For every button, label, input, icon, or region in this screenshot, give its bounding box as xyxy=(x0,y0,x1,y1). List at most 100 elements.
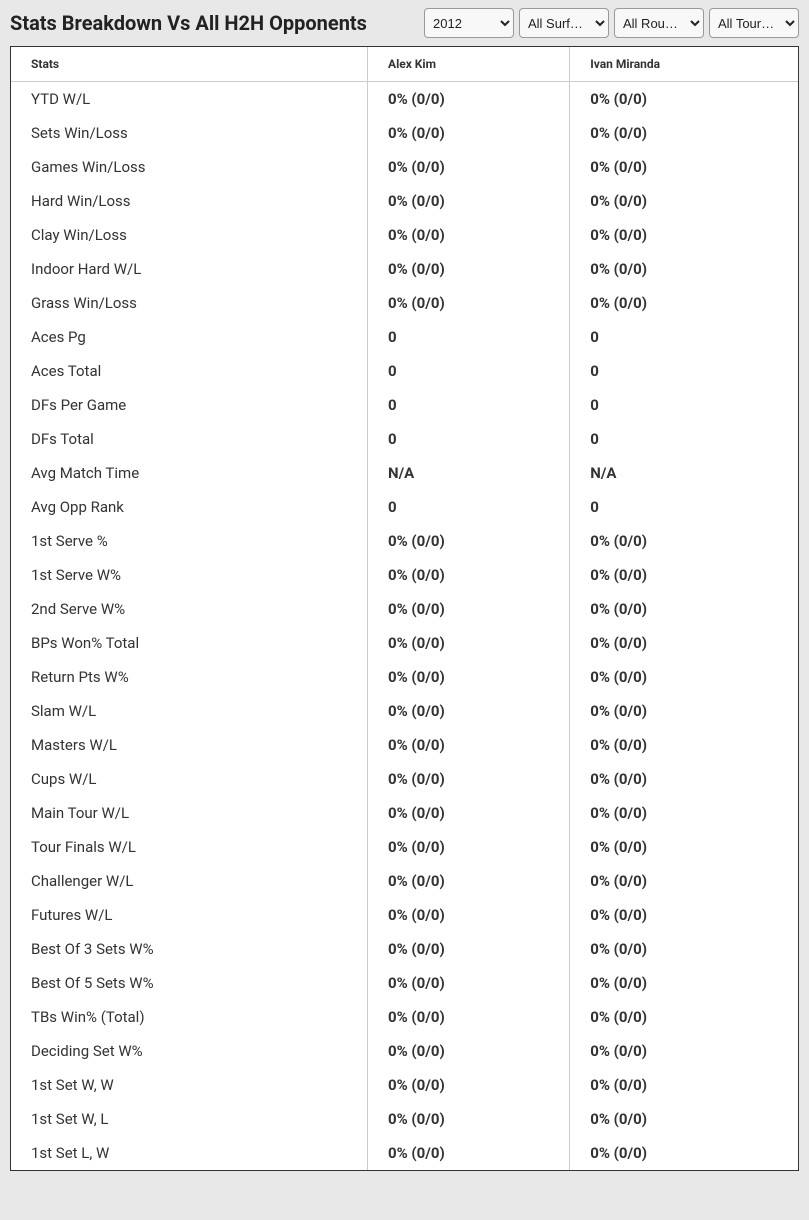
player2-value: 0% (0/0) xyxy=(570,184,798,218)
table-row: DFs Per Game00 xyxy=(11,388,798,422)
stat-label: TBs Win% (Total) xyxy=(11,1000,368,1034)
filters-group: 2012 All Surf… All Rou… All Tour… xyxy=(424,8,799,38)
player2-value: 0% (0/0) xyxy=(570,1068,798,1102)
stat-label: 1st Serve % xyxy=(11,524,368,558)
player1-value: 0 xyxy=(368,490,570,524)
stat-label: Avg Opp Rank xyxy=(11,490,368,524)
player1-value: 0% (0/0) xyxy=(368,150,570,184)
player1-value: 0% (0/0) xyxy=(368,82,570,116)
table-row: 2nd Serve W%0% (0/0)0% (0/0) xyxy=(11,592,798,626)
player1-value: 0% (0/0) xyxy=(368,864,570,898)
player2-value: 0 xyxy=(570,320,798,354)
stat-label: Grass Win/Loss xyxy=(11,286,368,320)
table-row: Aces Total00 xyxy=(11,354,798,388)
stat-label: Futures W/L xyxy=(11,898,368,932)
player2-value: 0% (0/0) xyxy=(570,1102,798,1136)
stat-label: Challenger W/L xyxy=(11,864,368,898)
table-row: Main Tour W/L0% (0/0)0% (0/0) xyxy=(11,796,798,830)
stat-label: Masters W/L xyxy=(11,728,368,762)
player1-value: 0% (0/0) xyxy=(368,286,570,320)
table-row: Masters W/L0% (0/0)0% (0/0) xyxy=(11,728,798,762)
player2-value: 0% (0/0) xyxy=(570,796,798,830)
player2-value: 0% (0/0) xyxy=(570,1034,798,1068)
player1-value: 0 xyxy=(368,388,570,422)
table-row: Avg Match TimeN/AN/A xyxy=(11,456,798,490)
round-select[interactable]: All Rou… xyxy=(614,8,704,38)
table-row: Best Of 5 Sets W%0% (0/0)0% (0/0) xyxy=(11,966,798,1000)
player2-value: 0% (0/0) xyxy=(570,830,798,864)
table-row: Best Of 3 Sets W%0% (0/0)0% (0/0) xyxy=(11,932,798,966)
stat-label: 1st Serve W% xyxy=(11,558,368,592)
table-row: Indoor Hard W/L0% (0/0)0% (0/0) xyxy=(11,252,798,286)
player1-value: 0% (0/0) xyxy=(368,218,570,252)
stat-label: 2nd Serve W% xyxy=(11,592,368,626)
surface-select[interactable]: All Surf… xyxy=(519,8,609,38)
player1-value: 0% (0/0) xyxy=(368,524,570,558)
player2-value: 0% (0/0) xyxy=(570,592,798,626)
player2-value: 0% (0/0) xyxy=(570,1000,798,1034)
player1-value: 0% (0/0) xyxy=(368,558,570,592)
year-select[interactable]: 2012 xyxy=(424,8,514,38)
table-row: Hard Win/Loss0% (0/0)0% (0/0) xyxy=(11,184,798,218)
stats-table-container: Stats Alex Kim Ivan Miranda YTD W/L0% (0… xyxy=(10,46,799,1171)
player2-value: 0 xyxy=(570,388,798,422)
player2-value: 0% (0/0) xyxy=(570,966,798,1000)
player2-value: 0% (0/0) xyxy=(570,694,798,728)
player2-value: 0 xyxy=(570,354,798,388)
stats-table: Stats Alex Kim Ivan Miranda YTD W/L0% (0… xyxy=(11,47,798,1170)
table-row: Return Pts W%0% (0/0)0% (0/0) xyxy=(11,660,798,694)
player1-value: 0% (0/0) xyxy=(368,966,570,1000)
table-row: 1st Serve W%0% (0/0)0% (0/0) xyxy=(11,558,798,592)
player2-value: 0 xyxy=(570,422,798,456)
player2-value: 0% (0/0) xyxy=(570,150,798,184)
player1-value: 0% (0/0) xyxy=(368,1136,570,1170)
stat-label: Indoor Hard W/L xyxy=(11,252,368,286)
table-row: Clay Win/Loss0% (0/0)0% (0/0) xyxy=(11,218,798,252)
stat-label: Best Of 3 Sets W% xyxy=(11,932,368,966)
player1-value: N/A xyxy=(368,456,570,490)
player2-value: 0% (0/0) xyxy=(570,762,798,796)
player2-value: 0% (0/0) xyxy=(570,82,798,116)
table-row: Cups W/L0% (0/0)0% (0/0) xyxy=(11,762,798,796)
table-row: TBs Win% (Total)0% (0/0)0% (0/0) xyxy=(11,1000,798,1034)
stat-label: Hard Win/Loss xyxy=(11,184,368,218)
player1-value: 0% (0/0) xyxy=(368,1000,570,1034)
player1-value: 0% (0/0) xyxy=(368,830,570,864)
player2-value: 0% (0/0) xyxy=(570,898,798,932)
col-player1: Alex Kim xyxy=(368,47,570,82)
table-row: 1st Set L, W0% (0/0)0% (0/0) xyxy=(11,1136,798,1170)
player2-value: 0% (0/0) xyxy=(570,524,798,558)
stat-label: Clay Win/Loss xyxy=(11,218,368,252)
stat-label: 1st Set W, L xyxy=(11,1102,368,1136)
player2-value: 0% (0/0) xyxy=(570,660,798,694)
stat-label: 1st Set W, W xyxy=(11,1068,368,1102)
table-row: Challenger W/L0% (0/0)0% (0/0) xyxy=(11,864,798,898)
player1-value: 0% (0/0) xyxy=(368,1068,570,1102)
table-row: Deciding Set W%0% (0/0)0% (0/0) xyxy=(11,1034,798,1068)
stat-label: Games Win/Loss xyxy=(11,150,368,184)
player1-value: 0% (0/0) xyxy=(368,898,570,932)
player1-value: 0% (0/0) xyxy=(368,252,570,286)
player1-value: 0 xyxy=(368,354,570,388)
player1-value: 0% (0/0) xyxy=(368,932,570,966)
tour-select[interactable]: All Tour… xyxy=(709,8,799,38)
stat-label: BPs Won% Total xyxy=(11,626,368,660)
player1-value: 0% (0/0) xyxy=(368,592,570,626)
player2-value: 0% (0/0) xyxy=(570,626,798,660)
player1-value: 0% (0/0) xyxy=(368,728,570,762)
stat-label: DFs Per Game xyxy=(11,388,368,422)
table-row: Avg Opp Rank00 xyxy=(11,490,798,524)
player2-value: 0% (0/0) xyxy=(570,932,798,966)
player1-value: 0 xyxy=(368,320,570,354)
table-row: Grass Win/Loss0% (0/0)0% (0/0) xyxy=(11,286,798,320)
player1-value: 0% (0/0) xyxy=(368,1102,570,1136)
table-row: 1st Serve %0% (0/0)0% (0/0) xyxy=(11,524,798,558)
table-row: Aces Pg00 xyxy=(11,320,798,354)
stat-label: Best Of 5 Sets W% xyxy=(11,966,368,1000)
stat-label: Return Pts W% xyxy=(11,660,368,694)
player2-value: N/A xyxy=(570,456,798,490)
player1-value: 0% (0/0) xyxy=(368,796,570,830)
stat-label: Aces Pg xyxy=(11,320,368,354)
player2-value: 0% (0/0) xyxy=(570,286,798,320)
table-row: Tour Finals W/L0% (0/0)0% (0/0) xyxy=(11,830,798,864)
